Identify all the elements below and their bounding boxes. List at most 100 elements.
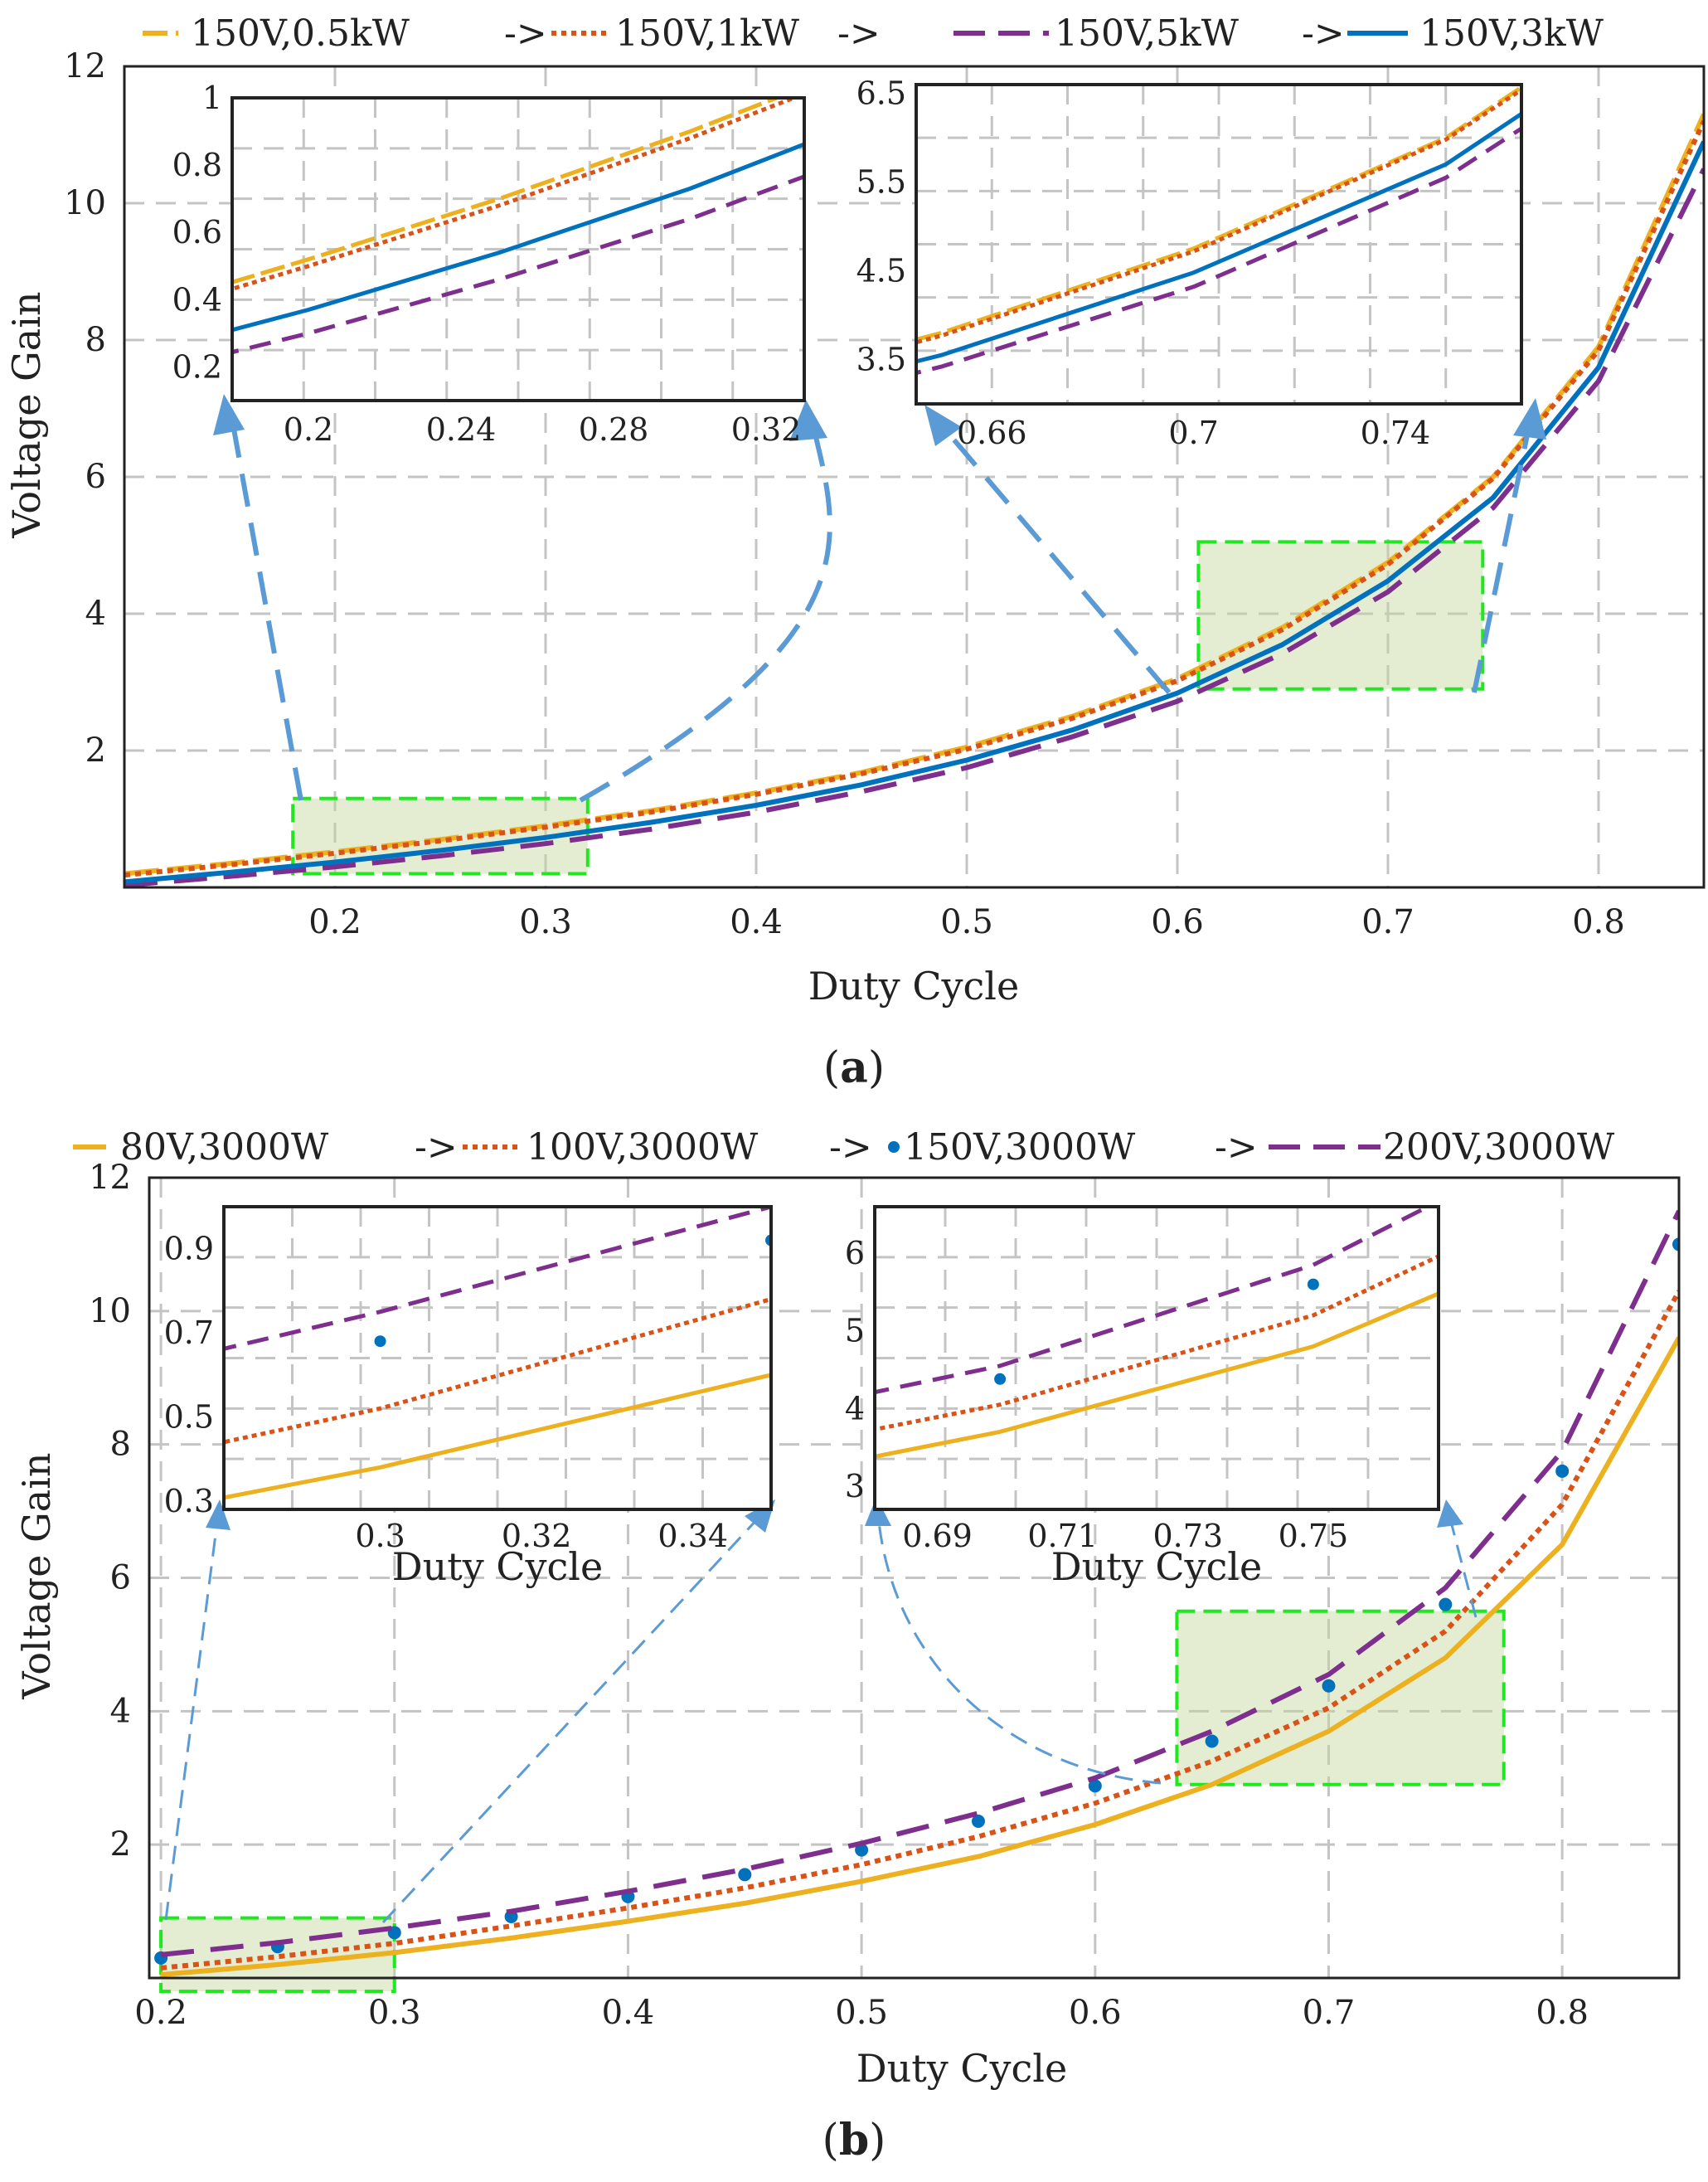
a-inset-1-frame — [915, 83, 1523, 406]
zoom-boxes-a — [291, 540, 1485, 876]
legend-b-label-1: -> — [415, 1126, 458, 1169]
b-inset-0-point-2-2 — [374, 1335, 386, 1348]
b-ytick-5: 12 — [89, 1159, 131, 1197]
b-xtick-1: 0.3 — [368, 1994, 421, 2032]
inset-a-2: 0.66 0.7 0.74 3.5 4.5 5.5 6.5 — [856, 75, 1523, 451]
b-inset-1-point-2-12 — [1621, 1123, 1633, 1135]
series-b — [154, 1209, 1679, 1977]
b-point-2-10 — [1322, 1679, 1336, 1693]
arrow-a-3 — [939, 423, 1172, 694]
b-point-2-8 — [1088, 1779, 1102, 1793]
b-inset-1-line-0 — [875, 1291, 1439, 1459]
inset-b-2: 0.69 0.71 0.73 0.75 3 4 5 6 Duty Cycle — [845, 1123, 1633, 1589]
legend-b: 80V,3000W -> 100V,3000W -> 150V,3000W ->… — [73, 1126, 1615, 1169]
b-inset-1-xtick-2: 0.73 — [1152, 1518, 1223, 1554]
b-point-2-12 — [1555, 1464, 1570, 1478]
arrow-a-1 — [228, 410, 303, 801]
legend-b-label-0: 80V,3000W — [120, 1126, 329, 1169]
legend-a-label-3: -> — [837, 12, 881, 55]
a-inset-0-line-1 — [232, 98, 800, 291]
a-inset-0-xtick-0: 0.2 — [284, 411, 333, 448]
b-point-2-9 — [1205, 1734, 1219, 1748]
b-point-2-7 — [971, 1815, 985, 1829]
a-zoom-box-1 — [1196, 540, 1485, 691]
a-inset-0-xtick-3: 0.32 — [731, 411, 802, 448]
b-inset-1-ytick-1: 4 — [845, 1390, 865, 1426]
legend-b-swatch-2 — [888, 1141, 900, 1153]
arrowhead-b-4 — [1437, 1499, 1463, 1528]
b-point-2-13 — [1672, 1237, 1679, 1251]
a-ytick-1: 4 — [85, 595, 106, 633]
a-inset-0-frame — [230, 96, 806, 402]
a-xtick-6: 0.8 — [1572, 903, 1625, 941]
b-inset-1-line-3 — [875, 1207, 1433, 1395]
b-inset-0-xtick-2: 0.34 — [657, 1518, 728, 1554]
a-inset-0-ytick-1: 0.4 — [172, 281, 222, 318]
a-xtick-0: 0.2 — [308, 903, 361, 941]
a-inset-0-ytick-0: 0.2 — [172, 348, 222, 385]
a-ytick-4: 10 — [64, 184, 106, 222]
legend-b-label-3: -> — [829, 1126, 872, 1169]
legend-a: 150V,0.5kW -> 150V,1kW -> 150V,5kW -> 15… — [143, 12, 1604, 55]
ticks-b: 0.2 0.3 0.4 0.5 0.6 0.7 0.8 2 4 6 8 10 12 — [89, 1159, 1589, 2032]
b-xtick-5: 0.7 — [1303, 1994, 1356, 2032]
b-inset-0-line-3 — [224, 1207, 771, 1351]
b-inset-0-line-0 — [224, 1373, 771, 1500]
a-inset-0-ytick-3: 0.8 — [172, 147, 222, 183]
a-xtick-2: 0.4 — [730, 903, 783, 941]
legend-b-label-2: 100V,3000W — [526, 1126, 759, 1169]
arrowhead-a-2 — [789, 400, 827, 441]
a-inset-1-xtick-1: 0.7 — [1168, 415, 1218, 451]
arrows-b — [164, 1516, 1478, 1924]
b-inset-0-point-2-4 — [1156, 1108, 1167, 1120]
a-inset-0-series — [232, 98, 804, 355]
legend-a-label-5: -> — [1302, 12, 1345, 55]
b-inset-1-point-2-11 — [1307, 1278, 1319, 1290]
b-line-1 — [160, 1290, 1679, 1971]
zoom-boxes-b — [159, 1609, 1506, 1994]
b-inset-0-xlabel: Duty Cycle — [392, 1544, 603, 1589]
a-inset-1-line-2 — [916, 125, 1521, 376]
legend-a-label-4: 150V,5kW — [1055, 12, 1240, 55]
b-inset-1-ytick-3: 6 — [845, 1235, 865, 1271]
b-ytick-1: 4 — [110, 1692, 131, 1730]
b-inset-0-ytick-2: 0.7 — [164, 1315, 214, 1351]
arrows-a — [228, 410, 1532, 803]
b-inset-0-xtick-0: 0.3 — [355, 1518, 405, 1554]
a-xtick-3: 0.5 — [940, 903, 993, 941]
legend-a-label-2: 150V,1kW — [615, 12, 800, 55]
b-zoom-box-1 — [1175, 1609, 1506, 1786]
chart-a: 150V,0.5kW -> 150V,1kW -> 150V,5kW -> 15… — [4, 12, 1706, 1093]
a-inset-0-xtick-1: 0.24 — [426, 411, 497, 448]
b-point-2-6 — [855, 1843, 869, 1857]
a-xtick-4: 0.6 — [1151, 903, 1204, 941]
arrowhead-a-4 — [1513, 398, 1546, 440]
b-inset-0-ytick-0: 0.3 — [164, 1483, 214, 1519]
a-inset-0-ytick-4: 1 — [202, 80, 222, 116]
caption-b-letter: b — [839, 2115, 869, 2165]
a-ytick-0: 2 — [85, 731, 106, 770]
b-inset-1-xtick-1: 0.71 — [1027, 1518, 1098, 1554]
b-inset-1-ytick-0: 3 — [845, 1468, 865, 1504]
a-line-3 — [124, 140, 1704, 885]
legend-a-label-1: -> — [504, 12, 547, 55]
arrowhead-b-1 — [206, 1499, 230, 1530]
b-inset-1-frame — [873, 1205, 1440, 1511]
a-ytick-5: 12 — [64, 47, 106, 85]
b-inset-1-line-1 — [875, 1254, 1439, 1432]
ticks-a: 0.2 0.3 0.4 0.5 0.6 0.7 0.8 2 4 6 8 10 12 — [64, 47, 1625, 941]
b-ytick-4: 10 — [89, 1292, 131, 1330]
arrow-b-2 — [381, 1516, 760, 1924]
arrow-a-2 — [579, 422, 832, 803]
b-xtick-0: 0.2 — [134, 1994, 187, 2032]
a-inset-1-xtick-0: 0.66 — [957, 415, 1027, 451]
a-inset-1-xtick-2: 0.74 — [1361, 415, 1431, 451]
inset-a-1: 0.2 0.24 0.28 0.32 0.2 0.4 0.6 0.8 1 — [172, 80, 806, 448]
legend-b-label-4: 150V,3000W — [904, 1126, 1136, 1169]
xlabel-a: Duty Cycle — [808, 964, 1019, 1008]
plot-frame-b — [148, 1176, 1681, 1980]
a-inset-1-line-1 — [916, 87, 1521, 345]
a-ytick-2: 6 — [85, 458, 106, 496]
legend-a-label-0: 150V,0.5kW — [191, 12, 410, 55]
caption-a-letter: a — [840, 1042, 868, 1093]
